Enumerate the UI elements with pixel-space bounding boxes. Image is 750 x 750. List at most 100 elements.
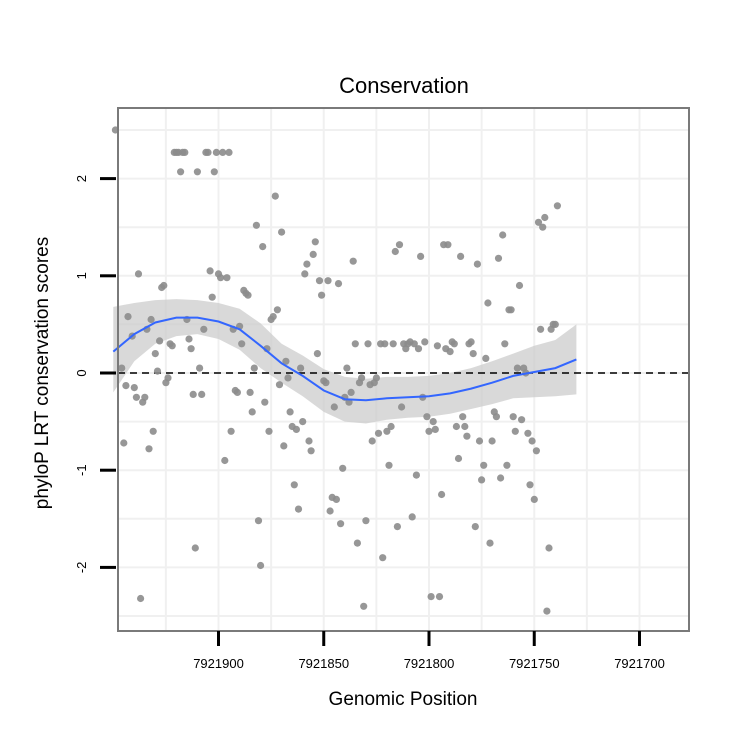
data-point <box>532 447 541 455</box>
data-point <box>395 241 404 249</box>
data-point <box>271 192 279 200</box>
data-point <box>339 464 347 472</box>
data-point <box>360 602 368 610</box>
data-point <box>269 313 277 321</box>
data-point <box>337 520 345 528</box>
data-point <box>324 277 332 285</box>
data-point <box>343 364 351 372</box>
data-point <box>153 367 162 375</box>
x-tick-label: 7921700 <box>614 656 665 671</box>
data-point <box>438 490 446 499</box>
data-point <box>200 325 208 333</box>
data-point <box>303 260 311 268</box>
data-point <box>358 374 366 382</box>
data-point <box>221 456 229 465</box>
data-point <box>528 437 536 445</box>
data-point <box>149 427 157 435</box>
data-point <box>309 250 317 258</box>
data-point <box>410 340 418 348</box>
data-point <box>492 413 500 421</box>
data-point <box>423 413 431 421</box>
data-point <box>318 291 326 299</box>
data-point <box>305 437 313 445</box>
data-point <box>206 267 214 275</box>
data-point <box>313 350 321 358</box>
data-point <box>374 429 383 437</box>
data-point <box>461 422 469 431</box>
data-point <box>429 418 437 426</box>
data-point <box>286 408 294 416</box>
data-point <box>467 338 475 346</box>
data-point <box>349 257 357 265</box>
data-point <box>534 218 543 226</box>
y-axis-title: phyloP LRT conservation scores <box>32 237 53 510</box>
data-point <box>322 379 330 387</box>
data-point <box>383 427 391 435</box>
data-point <box>259 243 267 251</box>
data-point <box>417 252 425 260</box>
data-point <box>398 403 406 411</box>
data-point <box>541 213 549 222</box>
data-point <box>261 398 269 406</box>
data-point <box>177 168 185 176</box>
data-point <box>372 374 380 382</box>
data-point <box>191 544 199 552</box>
data-point <box>524 429 532 437</box>
data-point <box>433 342 441 350</box>
data-point <box>408 513 416 521</box>
data-point <box>275 381 284 389</box>
data-point <box>265 427 273 435</box>
data-point <box>315 277 324 285</box>
data-point <box>181 148 189 156</box>
data-point <box>233 388 241 396</box>
data-point <box>299 418 307 426</box>
data-point <box>507 306 515 314</box>
data-point <box>457 252 465 260</box>
data-point <box>252 221 260 229</box>
data-point <box>227 427 235 435</box>
y-tick-label: -1 <box>74 464 89 476</box>
data-point <box>551 320 559 328</box>
data-point <box>530 495 538 503</box>
data-point <box>463 432 471 440</box>
plot-panel-border <box>117 107 690 632</box>
data-point <box>425 427 433 435</box>
data-point <box>332 495 340 503</box>
data-point <box>278 228 286 236</box>
data-point <box>124 313 132 321</box>
data-point <box>501 340 509 348</box>
data-point <box>156 337 164 345</box>
data-point <box>537 325 545 333</box>
data-point <box>132 393 140 401</box>
y-axis: -2 -1 0 1 2 <box>74 175 116 573</box>
data-point <box>238 340 246 348</box>
data-point <box>486 539 494 547</box>
data-point <box>452 422 460 431</box>
data-point <box>160 281 168 290</box>
data-point <box>387 422 395 431</box>
data-point <box>444 241 452 249</box>
y-tick-label: 0 <box>74 369 89 376</box>
data-point <box>427 593 435 601</box>
data-point <box>379 554 387 562</box>
data-point <box>290 481 298 489</box>
data-point <box>326 507 334 515</box>
y-tick-label: -2 <box>74 562 89 574</box>
data-point <box>473 260 481 268</box>
x-tick-label: 7921900 <box>193 656 244 671</box>
data-point <box>482 354 490 362</box>
data-point <box>435 593 444 601</box>
data-point <box>497 474 505 482</box>
data-point <box>475 437 484 445</box>
data-point <box>513 364 522 372</box>
data-point <box>393 523 401 531</box>
data-point <box>147 315 155 324</box>
data-point <box>484 299 492 307</box>
data-point <box>257 561 265 570</box>
data-point <box>254 517 263 525</box>
data-point <box>151 350 159 358</box>
data-point <box>244 291 252 299</box>
data-point <box>120 439 128 447</box>
data-point <box>351 340 359 348</box>
data-point <box>196 364 204 372</box>
